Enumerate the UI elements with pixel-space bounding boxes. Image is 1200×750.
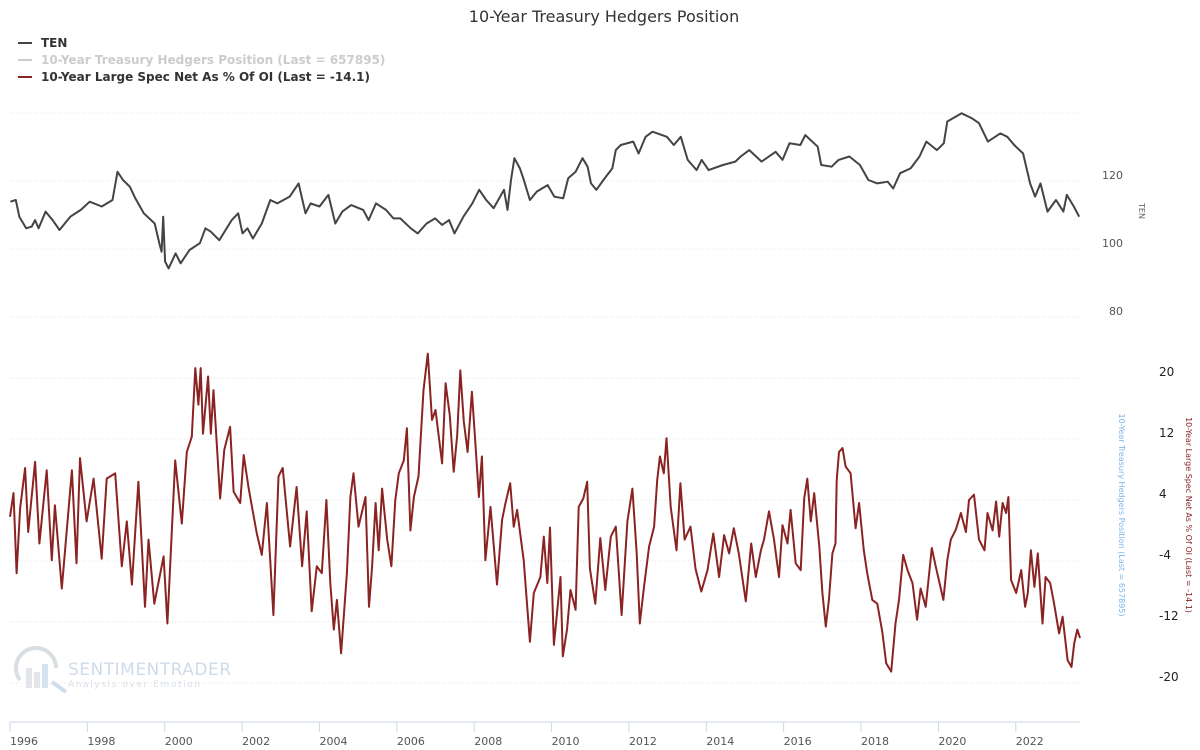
y-axis-title-large-spec: 10-Year Large Spec Net As % Of OI (Last … xyxy=(1184,417,1193,613)
legend-item-hedgers[interactable]: 10-Year Treasury Hedgers Position (Last … xyxy=(18,53,385,67)
y-tick-label: 20 xyxy=(1159,365,1174,379)
legend-item-large-spec[interactable]: 10-Year Large Spec Net As % Of OI (Last … xyxy=(18,70,370,84)
series-layer xyxy=(9,112,1081,673)
x-tick-label: 2020 xyxy=(938,735,966,748)
x-tick-label: 2004 xyxy=(319,735,347,748)
x-tick-label: 2018 xyxy=(861,735,889,748)
legend: TEN 10-Year Treasury Hedgers Position (L… xyxy=(18,36,385,84)
y-tick-label: 80 xyxy=(1109,305,1123,318)
x-tick-label: 1996 xyxy=(10,735,38,748)
x-tick-label: 2010 xyxy=(552,735,580,748)
sentimentrader-logo-icon xyxy=(14,646,68,694)
y-axis-title-hedgers: 10-Year Treasury Hedgers Position (Last … xyxy=(1117,414,1126,617)
y-tick-label: -4 xyxy=(1159,548,1171,562)
x-tick-label: 2022 xyxy=(1016,735,1044,748)
y-tick-label: 100 xyxy=(1102,237,1123,250)
y-tick-label: 12 xyxy=(1159,426,1174,440)
x-tick-label: 1998 xyxy=(87,735,115,748)
watermark: SENTIMENTRADER Analysis over Emotion xyxy=(14,646,232,694)
legend-label: 10-Year Treasury Hedgers Position (Last … xyxy=(41,53,385,67)
watermark-brand: SENTIMENTRADER xyxy=(68,660,232,680)
y-axis-title-ten: TEN xyxy=(1137,202,1146,219)
x-tick-label: 2006 xyxy=(397,735,425,748)
y-tick-label: -20 xyxy=(1159,670,1179,684)
y-tick-label: -12 xyxy=(1159,609,1179,623)
legend-label: TEN xyxy=(41,36,67,50)
x-tick-label: 2000 xyxy=(165,735,193,748)
x-tick-label: 2002 xyxy=(242,735,270,748)
watermark-tagline: Analysis over Emotion xyxy=(68,680,202,690)
x-tick-label: 2014 xyxy=(706,735,734,748)
series-line-ten[interactable] xyxy=(10,112,1081,270)
series-line-large-spec-net[interactable] xyxy=(9,352,1081,673)
x-tick-label: 2016 xyxy=(784,735,812,748)
chart-title: 10-Year Treasury Hedgers Position xyxy=(469,7,739,26)
legend-item-ten[interactable]: TEN xyxy=(18,36,67,50)
legend-label: 10-Year Large Spec Net As % Of OI (Last … xyxy=(41,70,370,84)
x-tick-label: 2008 xyxy=(474,735,502,748)
y-tick-label: 4 xyxy=(1159,487,1167,501)
y-tick-label: 120 xyxy=(1102,169,1123,182)
x-tick-label: 2012 xyxy=(629,735,657,748)
